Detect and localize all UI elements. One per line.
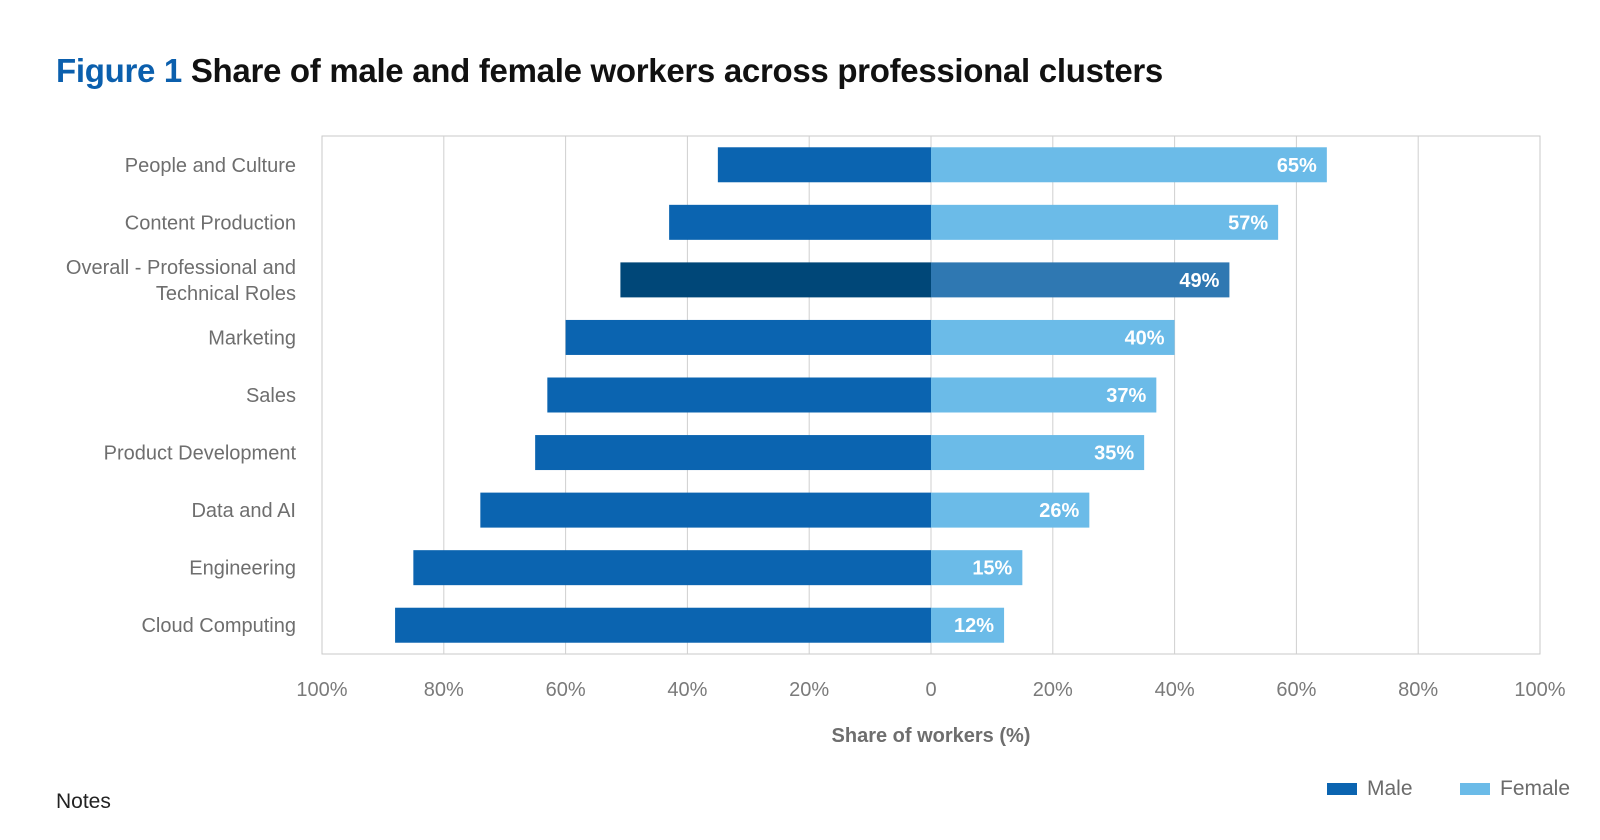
data-label: 26%	[1039, 500, 1079, 522]
figure-label: Figure 1	[56, 52, 182, 89]
category-label: Product Development	[104, 443, 297, 465]
x-tick-label: 40%	[1155, 679, 1195, 701]
bar-female	[931, 435, 1145, 471]
bar-female	[931, 492, 1090, 528]
data-label: 49%	[1179, 270, 1219, 292]
data-label: 15%	[972, 558, 1012, 580]
category-label: Data and AI	[191, 500, 296, 522]
bar-female	[931, 607, 1005, 643]
x-tick-label: 100%	[296, 679, 347, 701]
bar-female	[931, 550, 1023, 586]
bar-female	[931, 319, 1175, 355]
category-label: Technical Roles	[156, 283, 296, 305]
x-tick-label: 40%	[667, 679, 707, 701]
bar-male	[547, 377, 931, 413]
bar-male	[395, 607, 932, 643]
legend-female-swatch	[1460, 783, 1490, 795]
bar-female	[931, 262, 1230, 298]
category-label: People and Culture	[125, 155, 296, 177]
x-tick-label: 60%	[546, 679, 586, 701]
category-label: Overall - Professional and	[66, 257, 296, 279]
figure-title: Figure 1 Share of male and female worker…	[56, 52, 1163, 90]
x-tick-label: 20%	[789, 679, 829, 701]
figure-title-text: Share of male and female workers across …	[190, 52, 1163, 89]
x-tick-label: 80%	[424, 679, 464, 701]
bar-male	[413, 550, 932, 586]
data-label: 12%	[954, 615, 994, 637]
category-label: Cloud Computing	[141, 615, 296, 637]
x-tick-label: 20%	[1033, 679, 1073, 701]
legend-female-label: Female	[1500, 777, 1571, 800]
data-label: 57%	[1228, 212, 1268, 234]
category-label: Engineering	[189, 558, 296, 580]
data-label: 37%	[1106, 385, 1146, 407]
legend-male-label: Male	[1367, 777, 1413, 800]
bar-male	[480, 492, 931, 528]
bar-female	[931, 204, 1279, 240]
data-label: 65%	[1277, 155, 1317, 177]
bar-female	[931, 377, 1157, 413]
legend-female: Female	[1460, 777, 1570, 801]
x-tick-label: 100%	[1514, 679, 1565, 701]
bar-male	[535, 435, 931, 471]
data-label: 40%	[1125, 327, 1165, 349]
legend-male-swatch	[1327, 783, 1357, 795]
x-tick-label: 0	[925, 679, 936, 701]
category-label: Sales	[246, 385, 296, 407]
data-label: 35%	[1094, 443, 1134, 465]
x-tick-label: 60%	[1276, 679, 1316, 701]
x-axis-title: Share of workers (%)	[832, 725, 1031, 747]
bar-female	[931, 147, 1327, 183]
bar-male	[669, 204, 931, 240]
bar-male	[565, 319, 931, 355]
category-label: Content Production	[125, 212, 296, 234]
category-label: Marketing	[208, 327, 296, 349]
bar-male	[717, 147, 931, 183]
bar-male	[620, 262, 931, 298]
legend-male: Male	[1327, 777, 1413, 801]
notes-heading: Notes	[56, 790, 111, 813]
x-tick-label: 80%	[1398, 679, 1438, 701]
